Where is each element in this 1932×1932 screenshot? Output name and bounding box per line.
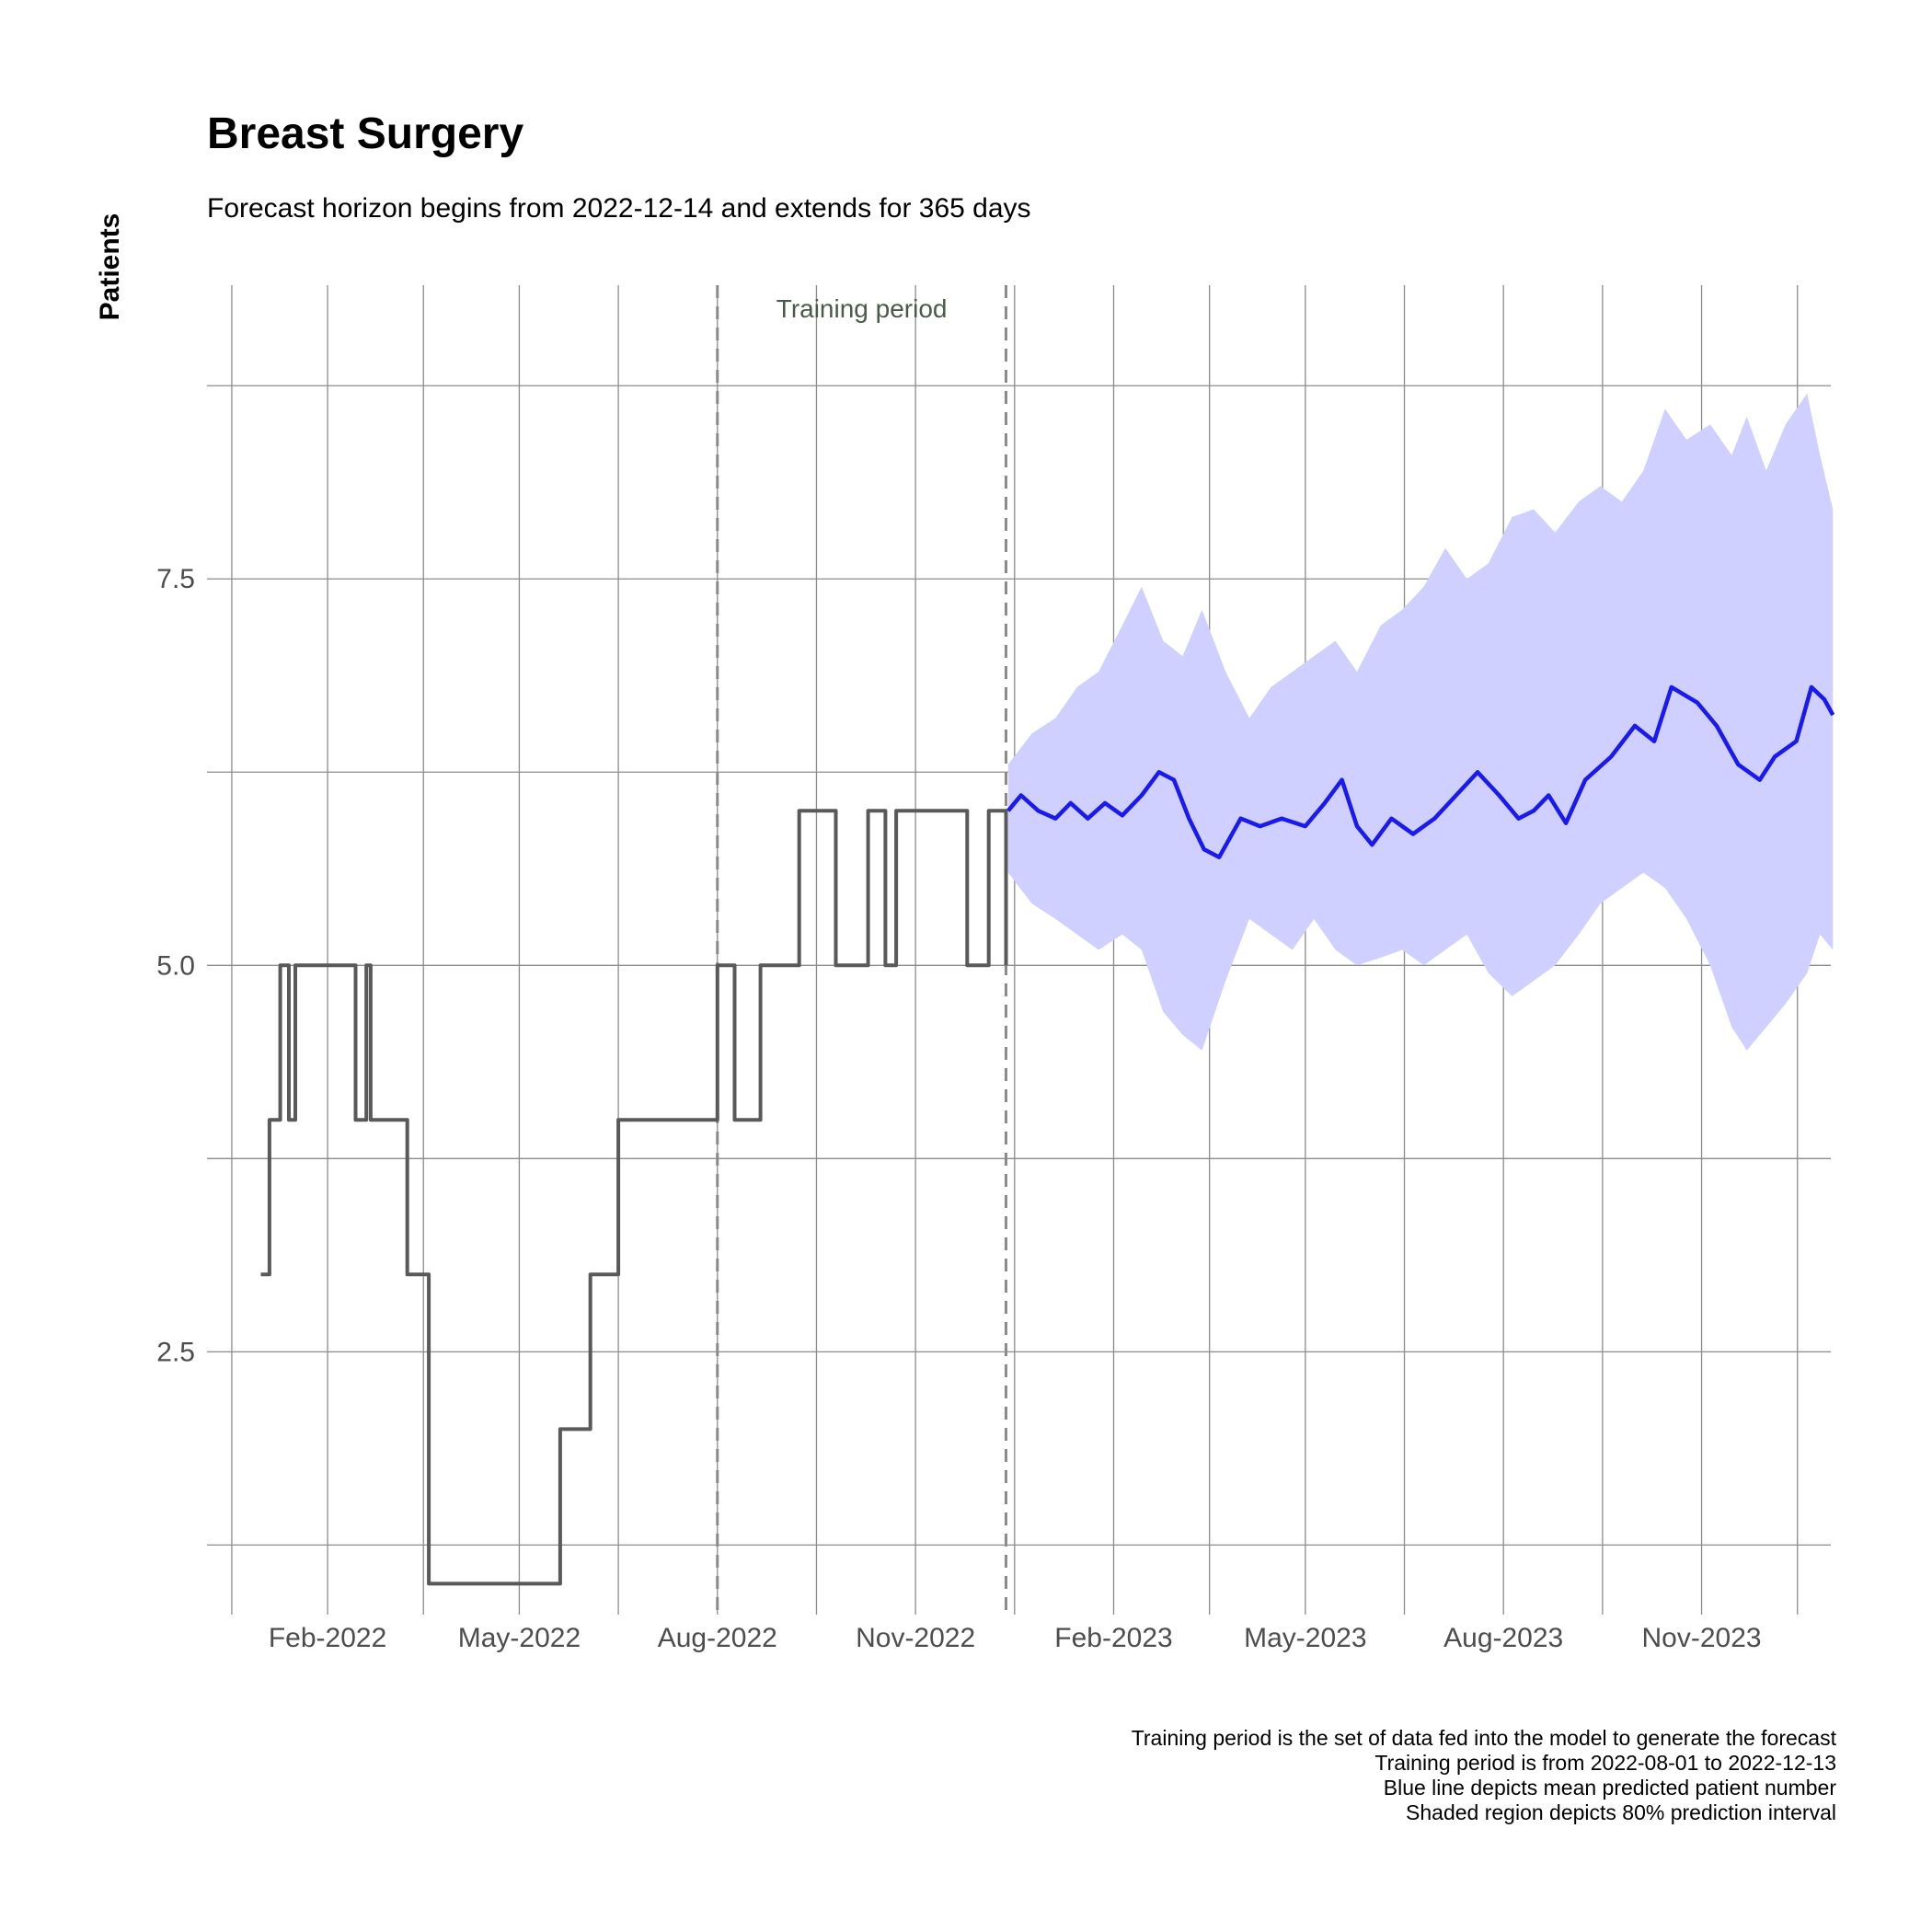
x-tick-label: Feb-2022 <box>269 1623 386 1653</box>
x-tick-label: Aug-2023 <box>1443 1623 1563 1653</box>
prediction-interval-band <box>1007 393 1834 1051</box>
chart-title: Breast Surgery <box>207 109 524 158</box>
y-tick-label: 7.5 <box>156 564 195 594</box>
caption: Training period is the set of data fed i… <box>1132 1726 1836 1825</box>
chart-subtitle: Forecast horizon begins from 2022-12-14 … <box>207 193 1031 224</box>
y-tick-label: 5.0 <box>156 950 195 981</box>
x-tick-label: Aug-2022 <box>658 1623 777 1653</box>
x-tick-label: Nov-2022 <box>856 1623 975 1653</box>
caption-line: Shaded region depicts 80% prediction int… <box>1406 1800 1836 1824</box>
prediction-interval-layer <box>1007 393 1834 1051</box>
x-tick-label: Feb-2023 <box>1054 1623 1172 1653</box>
x-tick-label: May-2023 <box>1244 1623 1366 1653</box>
x-tick-label: Nov-2023 <box>1642 1623 1762 1653</box>
forecast-mean-line <box>1006 684 1835 859</box>
training-period-lines: Training period <box>716 285 1007 1615</box>
series-layer <box>260 684 1835 1586</box>
observed-patients-line <box>260 809 1008 1586</box>
grid <box>207 285 1831 1615</box>
caption-line: Training period is the set of data fed i… <box>1131 1726 1836 1750</box>
y-tick-label: 2.5 <box>156 1337 195 1367</box>
x-tick-label: May-2022 <box>458 1623 581 1653</box>
axis-tick-labels: 2.5 5.0 7.5 Feb-2022 May-2022 Aug-2022 Nov-202… <box>156 564 1761 1653</box>
caption-line: Blue line depicts mean predicted patient… <box>1383 1776 1836 1800</box>
training-period-label: Training period <box>776 294 948 323</box>
caption-line: Training period is from 2022-08-01 to 20… <box>1374 1751 1836 1775</box>
